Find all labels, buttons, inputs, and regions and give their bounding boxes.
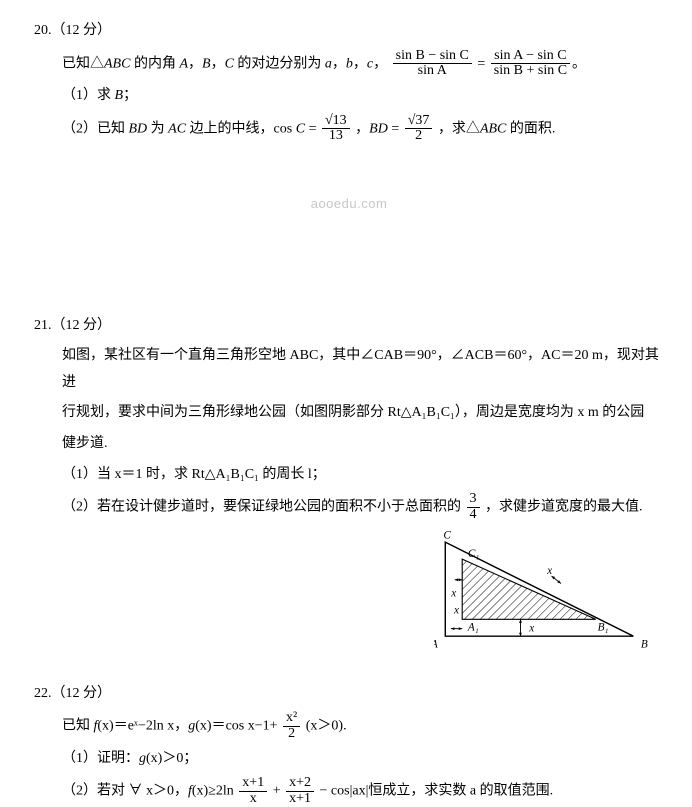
- problem-20-sub2: （2）已知 BD 为 AC 边上的中线，cos C = √1313 ，BD = …: [34, 114, 664, 144]
- fraction: x+1x: [239, 776, 267, 806]
- svg-text:C₁: C₁: [468, 548, 480, 560]
- problem-21-heading: 21.（12 分）: [34, 313, 664, 340]
- problem-22-heading: 22.（12 分）: [34, 681, 664, 708]
- fraction: x²2: [283, 711, 300, 741]
- heading-text: 20.（12 分）: [34, 23, 111, 38]
- fraction: sin A − sin Csin B + sin C: [491, 49, 570, 79]
- problem-20-stem: 已知△ABC 的内角 A，B，C 的对边分别为 a，b，c， sin B − s…: [34, 49, 664, 79]
- svg-text:A₁: A₁: [467, 621, 479, 633]
- problem-21: 21.（12 分） 如图，某社区有一个直角三角形空地 ABC，其中∠CAB＝90…: [34, 313, 664, 657]
- svg-text:x: x: [528, 622, 534, 634]
- problem-22: 22.（12 分） 已知 f(x)＝eˣ−2ln x，g(x)＝cos x−1+…: [34, 681, 664, 807]
- fraction: √372: [405, 114, 433, 144]
- svg-text:x: x: [450, 587, 456, 599]
- problem-22-l1: 已知 f(x)＝eˣ−2ln x，g(x)＝cos x−1+ x²2 (x＞0)…: [34, 711, 664, 741]
- problem-20-heading: 20.（12 分）: [34, 18, 664, 45]
- problem-21-figure: xxxxABCA₁B₁C₁: [34, 527, 664, 657]
- svg-text:x: x: [546, 565, 552, 577]
- fraction: 34: [467, 492, 480, 522]
- triangle-diagram: xxxxABCA₁B₁C₁: [434, 527, 654, 657]
- problem-20-sub1: （1）求 B；: [34, 83, 664, 110]
- svg-text:C: C: [443, 529, 451, 541]
- fraction: √1313: [322, 114, 350, 144]
- problem-20: 20.（12 分） 已知△ABC 的内角 A，B，C 的对边分别为 a，b，c，…: [34, 18, 664, 144]
- svg-text:B₁: B₁: [598, 621, 609, 633]
- fraction: x+2x+1: [286, 776, 314, 806]
- problem-21-l1: 如图，某社区有一个直角三角形空地 ABC，其中∠CAB＝90°，∠ACB＝60°…: [34, 343, 664, 396]
- watermark: aooedu.com: [34, 192, 664, 217]
- svg-text:x: x: [453, 604, 459, 616]
- svg-text:B: B: [641, 638, 648, 650]
- fraction: sin B − sin Csin A: [393, 49, 472, 79]
- svg-text:A: A: [434, 638, 438, 650]
- problem-21-sub2: （2）若在设计健步道时，要保证绿地公园的面积不小于总面积的 34 ，求健步道宽度…: [34, 492, 664, 522]
- problem-21-sub1: （1）当 x＝1 时，求 Rt△A₁B₁C₁ 的周长 l；: [34, 462, 664, 489]
- problem-21-l3: 健步道.: [34, 431, 664, 458]
- problem-22-sub1: （1）证明：g(x)＞0；: [34, 746, 664, 773]
- problem-21-l2: 行规划，要求中间为三角形绿地公园（如图阴影部分 Rt△A₁B₁C₁），周边是宽度…: [34, 400, 664, 427]
- problem-22-sub2: （2）若对 ∀ x＞0，f(x)≥2ln x+1x + x+2x+1 − cos…: [34, 776, 664, 806]
